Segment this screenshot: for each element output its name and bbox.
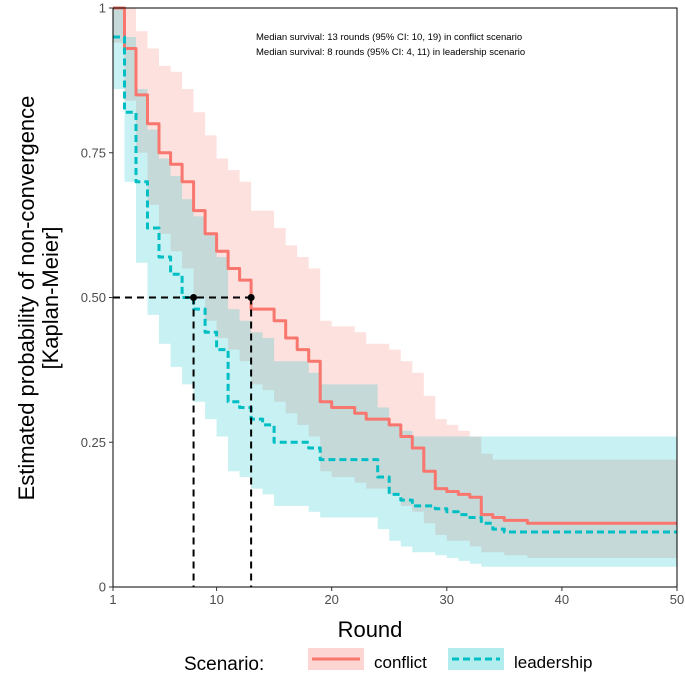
x-tick-label: 40	[555, 592, 569, 607]
median-point-conflict	[247, 294, 255, 301]
y-tick-label: 0.50	[81, 290, 106, 305]
series-line-leadership	[113, 35, 677, 534]
y-tick-label: 1	[99, 1, 106, 16]
legend-title: Scenario:	[184, 654, 264, 675]
x-tick-label: 20	[324, 592, 338, 607]
x-tick-label: 1	[109, 592, 116, 607]
y-tick-label: 0.75	[81, 145, 106, 160]
y-axis-title-line1: Estimated probability of non-convergence	[14, 96, 39, 501]
x-tick-label: 30	[440, 592, 454, 607]
median-point-leadership	[190, 294, 198, 301]
series-line-conflict	[113, 6, 677, 525]
y-tick-label: 0	[99, 580, 106, 595]
x-tick-label: 10	[209, 592, 223, 607]
y-axis-ticks: 0 0.25 0.50 0.75 1	[81, 1, 113, 595]
x-axis-ticks: 1 10 20 30 40 50	[109, 587, 684, 607]
confidence-bands	[113, 8, 677, 567]
legend-label-conflict: conflict	[374, 653, 427, 672]
legend: Scenario: conflict leadership	[184, 648, 592, 675]
y-tick-label: 0.25	[81, 435, 106, 450]
legend-label-leadership: leadership	[514, 653, 592, 672]
median-guides	[113, 296, 253, 587]
median-points	[190, 294, 255, 301]
annotation-leadership: Median survival: 8 rounds (95% CI: 4, 11…	[256, 47, 525, 58]
y-axis-title-line2: [Kaplan-Meier]	[38, 226, 63, 369]
annotation-conflict: Median survival: 13 rounds (95% CI: 10, …	[256, 32, 522, 43]
x-axis-title: Round	[338, 617, 403, 642]
ci-band-leadership	[113, 8, 677, 567]
x-tick-label: 50	[670, 592, 684, 607]
ci-band-conflict	[113, 8, 677, 558]
survival-lines	[113, 6, 677, 534]
